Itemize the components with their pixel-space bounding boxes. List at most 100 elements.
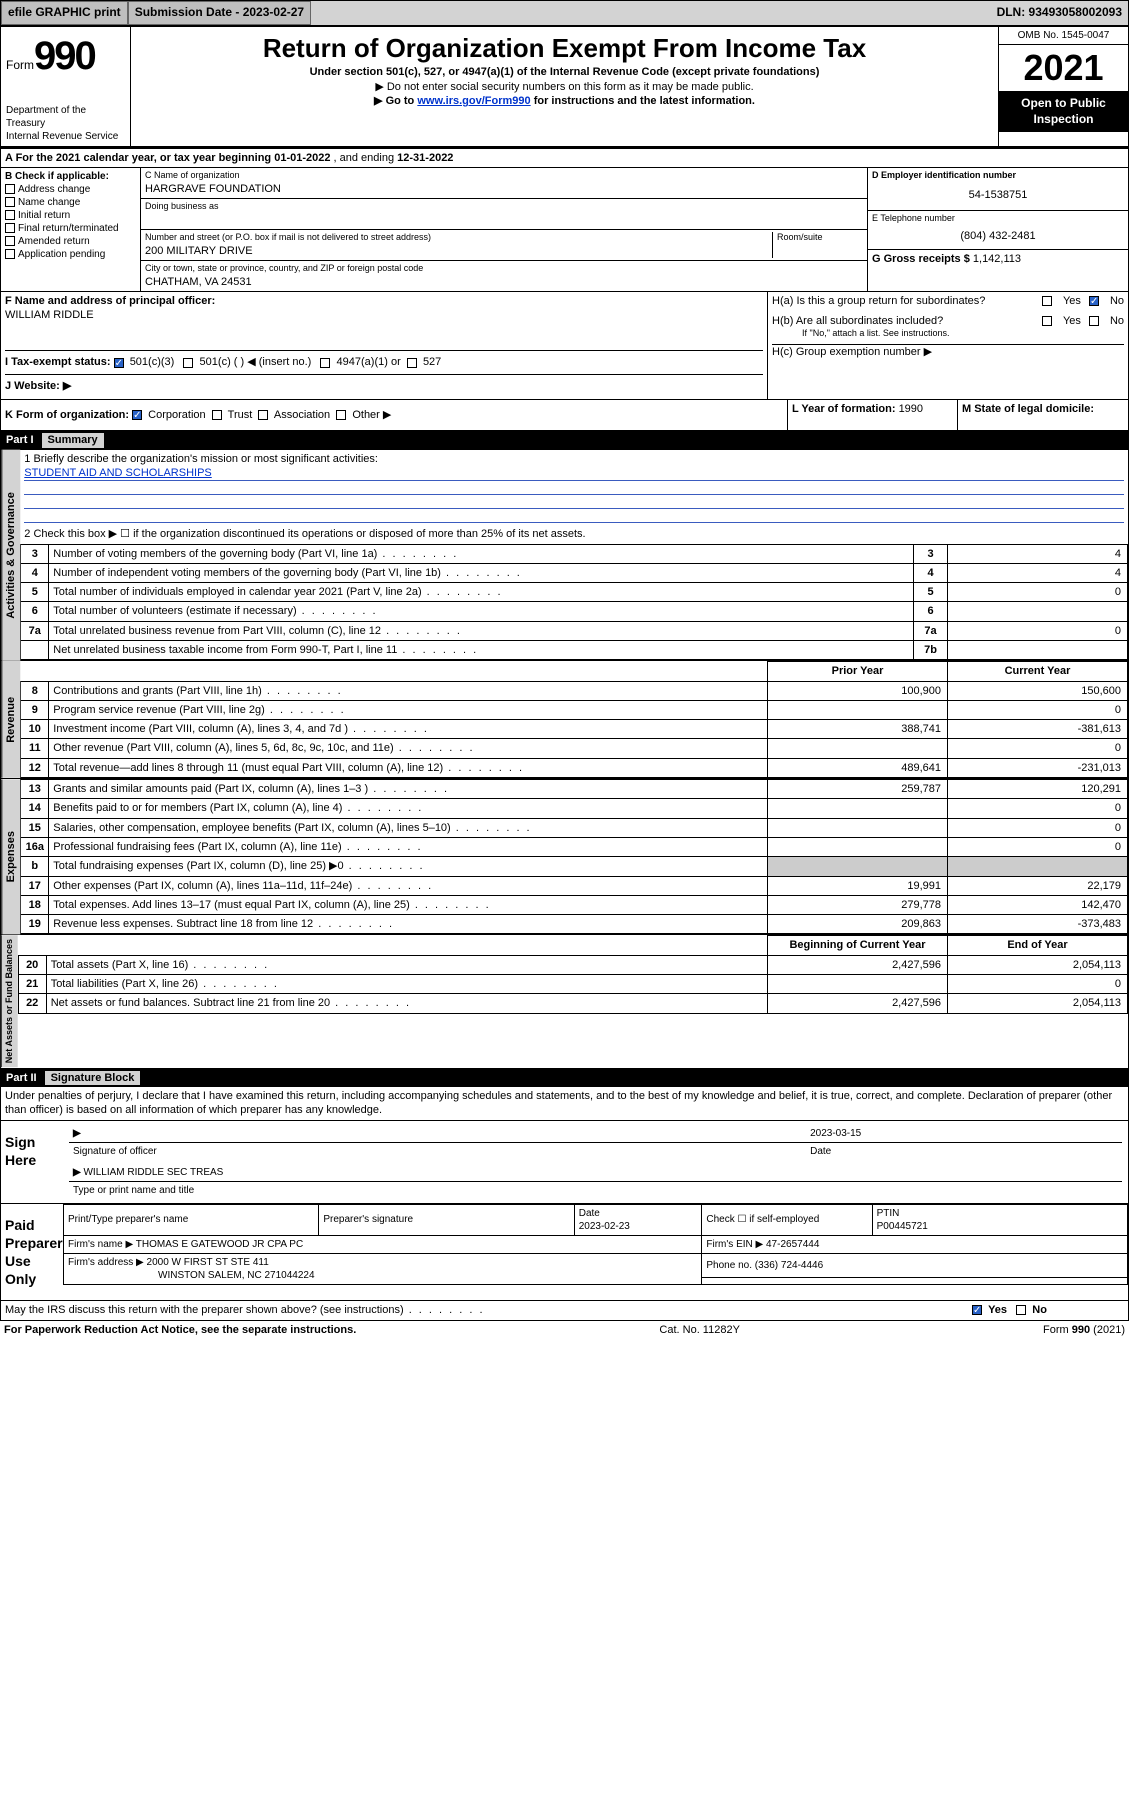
chk-address-change[interactable]	[5, 184, 15, 194]
row-prior: 259,787	[768, 780, 948, 799]
row-curr: 150,600	[948, 681, 1128, 700]
row-no: 12	[21, 758, 49, 777]
box-g-label: G Gross receipts $	[872, 253, 970, 265]
row-no: 4	[21, 563, 49, 582]
chk-ha-yes[interactable]	[1042, 296, 1052, 306]
org-name: HARGRAVE FOUNDATION	[145, 182, 863, 196]
chk-hb-no[interactable]	[1089, 316, 1099, 326]
row-no: 22	[18, 994, 46, 1013]
box-f-label: F Name and address of principal officer:	[5, 295, 215, 307]
part2-header: Part II Signature Block	[0, 1069, 1129, 1087]
row-prior	[768, 975, 948, 994]
chk-app-pending[interactable]	[5, 249, 15, 259]
row-no: 3	[21, 544, 49, 563]
chk-other[interactable]	[336, 410, 346, 420]
row-text: Total expenses. Add lines 13–17 (must eq…	[49, 895, 768, 914]
firm-addr1: 2000 W FIRST ST STE 411	[147, 1257, 269, 1268]
row-value: 0	[948, 621, 1128, 640]
dept-treasury: Department of the Treasury	[6, 104, 125, 130]
chk-corp[interactable]	[132, 410, 142, 420]
row-no: 19	[21, 915, 49, 934]
chk-amended[interactable]	[5, 236, 15, 246]
pp-date-label: Date	[579, 1208, 600, 1219]
form-word: Form	[6, 58, 34, 72]
box-i-label: I Tax-exempt status:	[5, 356, 111, 368]
row-box: 5	[914, 583, 948, 602]
netassets-table: Beginning of Current Year End of Year20 …	[18, 935, 1128, 1013]
firm-ein: 47-2657444	[766, 1239, 819, 1250]
chk-assoc[interactable]	[258, 410, 268, 420]
pp-date-value: 2023-02-23	[579, 1221, 630, 1232]
row-value: 4	[948, 563, 1128, 582]
q1-label: 1 Briefly describe the organization's mi…	[24, 452, 1124, 466]
box-j-label: J Website: ▶	[5, 380, 71, 392]
row-no: 7a	[21, 621, 49, 640]
row-text: Net assets or fund balances. Subtract li…	[46, 994, 767, 1013]
row-prior: 279,778	[768, 895, 948, 914]
box-c-name-label: C Name of organization	[145, 170, 863, 182]
row-value: 0	[948, 583, 1128, 602]
identity-block: B Check if applicable: Address change Na…	[0, 168, 1129, 292]
year-formation: 1990	[899, 403, 923, 415]
row-text: Net unrelated business taxable income fr…	[49, 640, 914, 659]
tab-net-assets: Net Assets or Fund Balances	[1, 935, 18, 1067]
ha-no: No	[1110, 294, 1124, 308]
row-text: Contributions and grants (Part VIII, lin…	[49, 681, 768, 700]
chk-trust[interactable]	[212, 410, 222, 420]
dba-label: Doing business as	[145, 201, 863, 213]
row-box: 3	[914, 544, 948, 563]
row-text: Salaries, other compensation, employee b…	[49, 818, 768, 837]
cat-no: Cat. No. 11282Y	[659, 1323, 740, 1337]
box-d-label: D Employer identification number	[872, 170, 1016, 180]
footer: For Paperwork Reduction Act Notice, see …	[0, 1321, 1129, 1339]
expenses-table: 13 Grants and similar amounts paid (Part…	[20, 779, 1128, 934]
chk-ha-no[interactable]	[1089, 296, 1099, 306]
row-value: 4	[948, 544, 1128, 563]
hb-label: H(b) Are all subordinates included?	[772, 315, 943, 327]
row-no: 20	[18, 955, 46, 974]
chk-final-return[interactable]	[5, 223, 15, 233]
chk-501c3[interactable]	[114, 358, 124, 368]
chk-discuss-no[interactable]	[1016, 1305, 1026, 1315]
row-no: 5	[21, 583, 49, 602]
row-text: Total number of volunteers (estimate if …	[49, 602, 914, 621]
row-curr: 120,291	[948, 780, 1128, 799]
chk-discuss-yes[interactable]	[972, 1305, 982, 1315]
col-hdr-b: Current Year	[948, 662, 1128, 681]
row-prior: 2,427,596	[768, 994, 948, 1013]
ha-label: H(a) Is this a group return for subordin…	[772, 295, 985, 307]
row-text: Benefits paid to or for members (Part IX…	[49, 799, 768, 818]
row-curr: 22,179	[948, 876, 1128, 895]
row-text: Number of independent voting members of …	[49, 563, 914, 582]
efile-print-button[interactable]: efile GRAPHIC print	[1, 1, 128, 25]
opt-501c3: 501(c)(3)	[130, 356, 175, 368]
chk-527[interactable]	[407, 358, 417, 368]
firm-name-label: Firm's name ▶	[68, 1239, 133, 1250]
box-m-label: M State of legal domicile:	[962, 403, 1094, 415]
footer-form: 990	[1072, 1324, 1090, 1336]
open-to-public: Open to Public Inspection	[999, 92, 1128, 131]
row-prior: 100,900	[768, 681, 948, 700]
box-l-label: L Year of formation:	[792, 403, 899, 415]
row-text: Total liabilities (Part X, line 26)	[46, 975, 767, 994]
row-text: Other expenses (Part IX, column (A), lin…	[49, 876, 768, 895]
chk-501c[interactable]	[183, 358, 193, 368]
submission-date-button[interactable]: Submission Date - 2023-02-27	[128, 1, 311, 25]
chk-initial-return[interactable]	[5, 210, 15, 220]
box-e-label: E Telephone number	[872, 213, 1124, 225]
goto-prefix: ▶ Go to	[374, 95, 417, 107]
chk-hb-yes[interactable]	[1042, 316, 1052, 326]
opt-assoc: Association	[274, 409, 330, 421]
governance-table: 3 Number of voting members of the govern…	[20, 544, 1128, 661]
row-no: 16a	[21, 837, 49, 856]
opt-other: Other ▶	[352, 409, 391, 421]
row-prior: 489,641	[768, 758, 948, 777]
row-text: Total fundraising expenses (Part IX, col…	[49, 857, 768, 876]
officer-name: WILLIAM RIDDLE	[5, 308, 763, 322]
irs-link[interactable]: www.irs.gov/Form990	[417, 95, 530, 107]
pp-sig-label: Preparer's signature	[319, 1204, 574, 1235]
row-prior	[768, 818, 948, 837]
box-b-label: B Check if applicable:	[5, 170, 136, 183]
chk-4947[interactable]	[320, 358, 330, 368]
chk-name-change[interactable]	[5, 197, 15, 207]
